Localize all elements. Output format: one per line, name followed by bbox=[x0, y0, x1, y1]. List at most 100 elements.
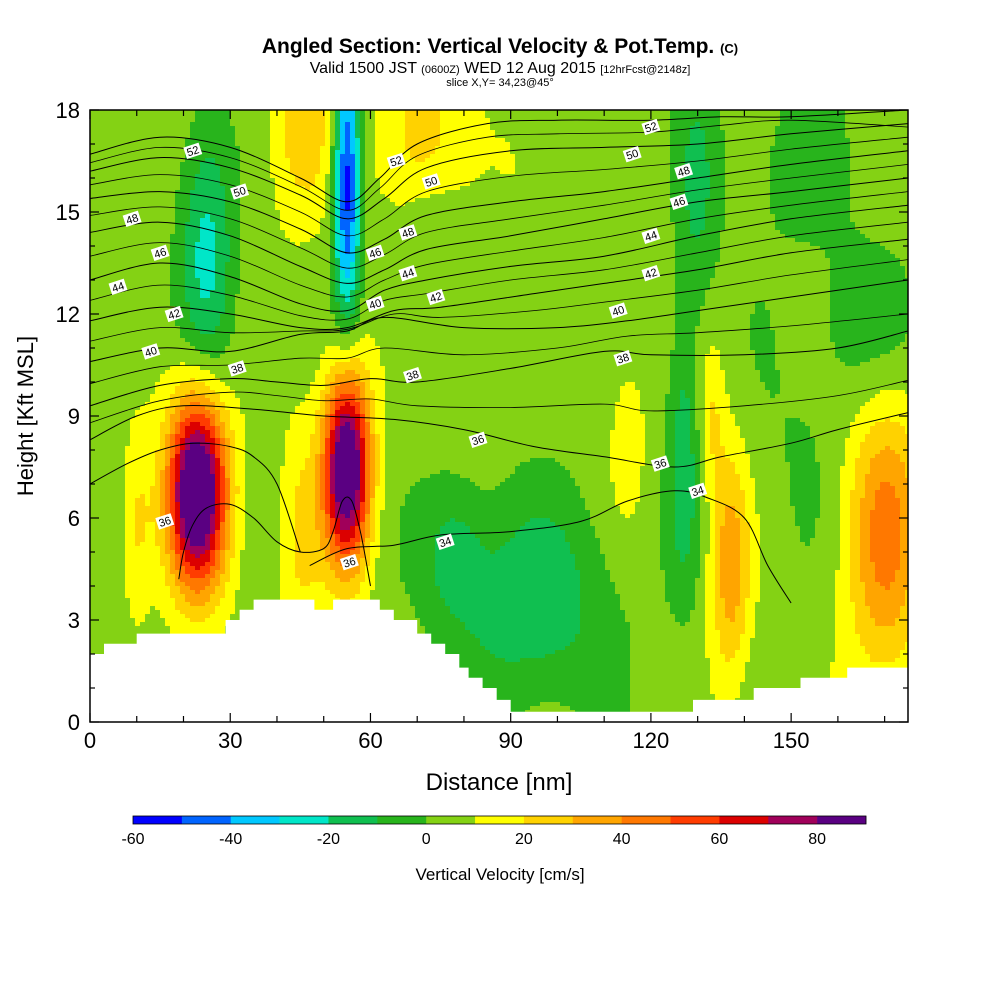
velocity-cell bbox=[100, 470, 106, 475]
velocity-cell bbox=[160, 126, 166, 131]
velocity-cell bbox=[105, 150, 111, 155]
velocity-cell bbox=[130, 622, 136, 627]
velocity-cell bbox=[130, 198, 136, 203]
velocity-cell bbox=[120, 114, 126, 119]
velocity-cell bbox=[125, 578, 131, 583]
velocity-cell bbox=[120, 118, 126, 123]
velocity-cell bbox=[95, 154, 101, 159]
velocity-cell bbox=[125, 382, 131, 387]
velocity-cell bbox=[165, 294, 171, 299]
velocity-cell bbox=[95, 494, 101, 499]
velocity-cell bbox=[115, 114, 121, 119]
velocity-cell bbox=[130, 298, 136, 303]
velocity-cell bbox=[110, 346, 116, 351]
velocity-cell bbox=[160, 282, 166, 287]
velocity-cell bbox=[115, 430, 121, 435]
velocity-cell bbox=[110, 190, 116, 195]
velocity-cell bbox=[115, 262, 121, 267]
velocity-cell bbox=[110, 174, 116, 179]
velocity-cell bbox=[90, 326, 96, 331]
velocity-cell bbox=[115, 218, 121, 223]
velocity-cell bbox=[160, 478, 166, 483]
velocity-cell bbox=[125, 122, 131, 127]
velocity-cell bbox=[150, 266, 156, 271]
velocity-cell bbox=[140, 266, 146, 271]
velocity-cell bbox=[105, 418, 111, 423]
velocity-cell bbox=[110, 566, 116, 571]
velocity-cell bbox=[115, 122, 121, 127]
velocity-cell bbox=[90, 458, 96, 463]
velocity-cell bbox=[110, 206, 116, 211]
velocity-cell bbox=[160, 622, 166, 627]
velocity-cell bbox=[105, 466, 111, 471]
velocity-cell bbox=[95, 446, 101, 451]
velocity-cell bbox=[140, 198, 146, 203]
velocity-cell bbox=[90, 486, 96, 491]
velocity-cell bbox=[95, 118, 101, 123]
velocity-cell bbox=[140, 470, 146, 475]
velocity-cell bbox=[115, 386, 121, 391]
velocity-cell bbox=[155, 358, 161, 363]
velocity-cell bbox=[95, 202, 101, 207]
velocity-cell bbox=[130, 618, 136, 623]
velocity-cell bbox=[110, 142, 116, 147]
velocity-cell bbox=[100, 406, 106, 411]
velocity-cell bbox=[135, 490, 141, 495]
velocity-cell bbox=[105, 438, 111, 443]
velocity-cell bbox=[160, 546, 166, 551]
velocity-cell bbox=[90, 614, 96, 619]
velocity-cell bbox=[150, 302, 156, 307]
velocity-cell bbox=[110, 590, 116, 595]
velocity-cell bbox=[90, 234, 96, 239]
velocity-cell bbox=[95, 638, 101, 643]
velocity-cell bbox=[105, 242, 111, 247]
velocity-cell bbox=[145, 418, 151, 423]
velocity-cell bbox=[150, 438, 156, 443]
velocity-cell bbox=[160, 434, 166, 439]
velocity-cell bbox=[145, 250, 151, 255]
velocity-cell bbox=[110, 534, 116, 539]
velocity-cell bbox=[105, 558, 111, 563]
velocity-cell bbox=[115, 342, 121, 347]
velocity-cell bbox=[105, 606, 111, 611]
velocity-cell bbox=[115, 418, 121, 423]
velocity-cell bbox=[100, 514, 106, 519]
velocity-cell bbox=[125, 534, 131, 539]
velocity-cell bbox=[155, 622, 161, 627]
velocity-cell bbox=[120, 314, 126, 319]
velocity-cell bbox=[165, 274, 171, 279]
velocity-cell bbox=[130, 562, 136, 567]
velocity-cell bbox=[100, 390, 106, 395]
velocity-cell bbox=[95, 258, 101, 263]
velocity-cell bbox=[140, 330, 146, 335]
velocity-cell bbox=[125, 438, 131, 443]
velocity-cell bbox=[160, 314, 166, 319]
velocity-cell bbox=[95, 462, 101, 467]
velocity-cell bbox=[165, 342, 171, 347]
velocity-cell bbox=[100, 522, 106, 527]
velocity-cell bbox=[90, 450, 96, 455]
velocity-cell bbox=[120, 274, 126, 279]
velocity-cell bbox=[105, 170, 111, 175]
velocity-cell bbox=[120, 566, 126, 571]
velocity-cell bbox=[155, 626, 161, 631]
velocity-cell bbox=[130, 558, 136, 563]
velocity-cell bbox=[145, 558, 151, 563]
velocity-cell bbox=[120, 606, 126, 611]
velocity-cell bbox=[160, 378, 166, 383]
velocity-cell bbox=[160, 410, 166, 415]
velocity-cell bbox=[160, 466, 166, 471]
velocity-cell bbox=[105, 114, 111, 119]
velocity-cell bbox=[90, 394, 96, 399]
velocity-cell bbox=[135, 154, 141, 159]
velocity-cell bbox=[105, 130, 111, 135]
velocity-cell bbox=[125, 558, 131, 563]
velocity-cell bbox=[100, 538, 106, 543]
velocity-cell bbox=[150, 506, 156, 511]
velocity-cell bbox=[110, 218, 116, 223]
velocity-cell bbox=[135, 538, 141, 543]
velocity-cell bbox=[90, 122, 96, 127]
velocity-cell bbox=[95, 466, 101, 471]
velocity-cell bbox=[165, 258, 171, 263]
velocity-cell bbox=[125, 366, 131, 371]
